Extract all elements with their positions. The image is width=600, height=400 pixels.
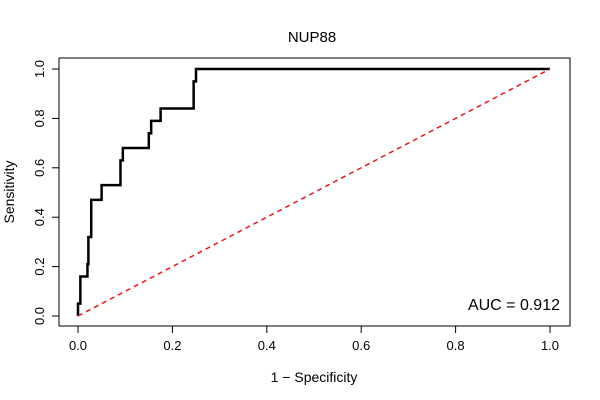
y-tick-label: 0.6 <box>32 159 47 177</box>
y-tick-label: 0.8 <box>32 109 47 127</box>
chart-title: NUP88 <box>288 29 336 46</box>
auc-annotation: AUC = 0.912 <box>468 297 560 314</box>
x-tick-label: 0.6 <box>352 338 370 353</box>
x-tick-label: 0.0 <box>69 338 87 353</box>
x-tick-label: 0.2 <box>163 338 181 353</box>
y-axis: 0.0 0.2 0.4 0.6 0.8 1.0 <box>32 60 60 325</box>
x-axis-label: 1 − Specificity <box>271 369 358 385</box>
y-axis-label: Sensitivity <box>1 160 17 223</box>
x-axis: 0.0 0.2 0.4 0.6 0.8 1.0 <box>69 325 559 353</box>
y-tick-label: 0.0 <box>32 307 47 325</box>
x-tick-label: 1.0 <box>541 338 559 353</box>
roc-curve <box>76 67 550 316</box>
x-tick-label: 0.8 <box>447 338 465 353</box>
y-tick-label: 1.0 <box>32 60 47 78</box>
y-tick-label: 0.4 <box>32 208 47 226</box>
reference-diagonal-line <box>77 68 551 317</box>
y-tick-label: 0.2 <box>32 258 47 276</box>
plot-area <box>76 67 551 317</box>
x-tick-label: 0.4 <box>258 338 276 353</box>
